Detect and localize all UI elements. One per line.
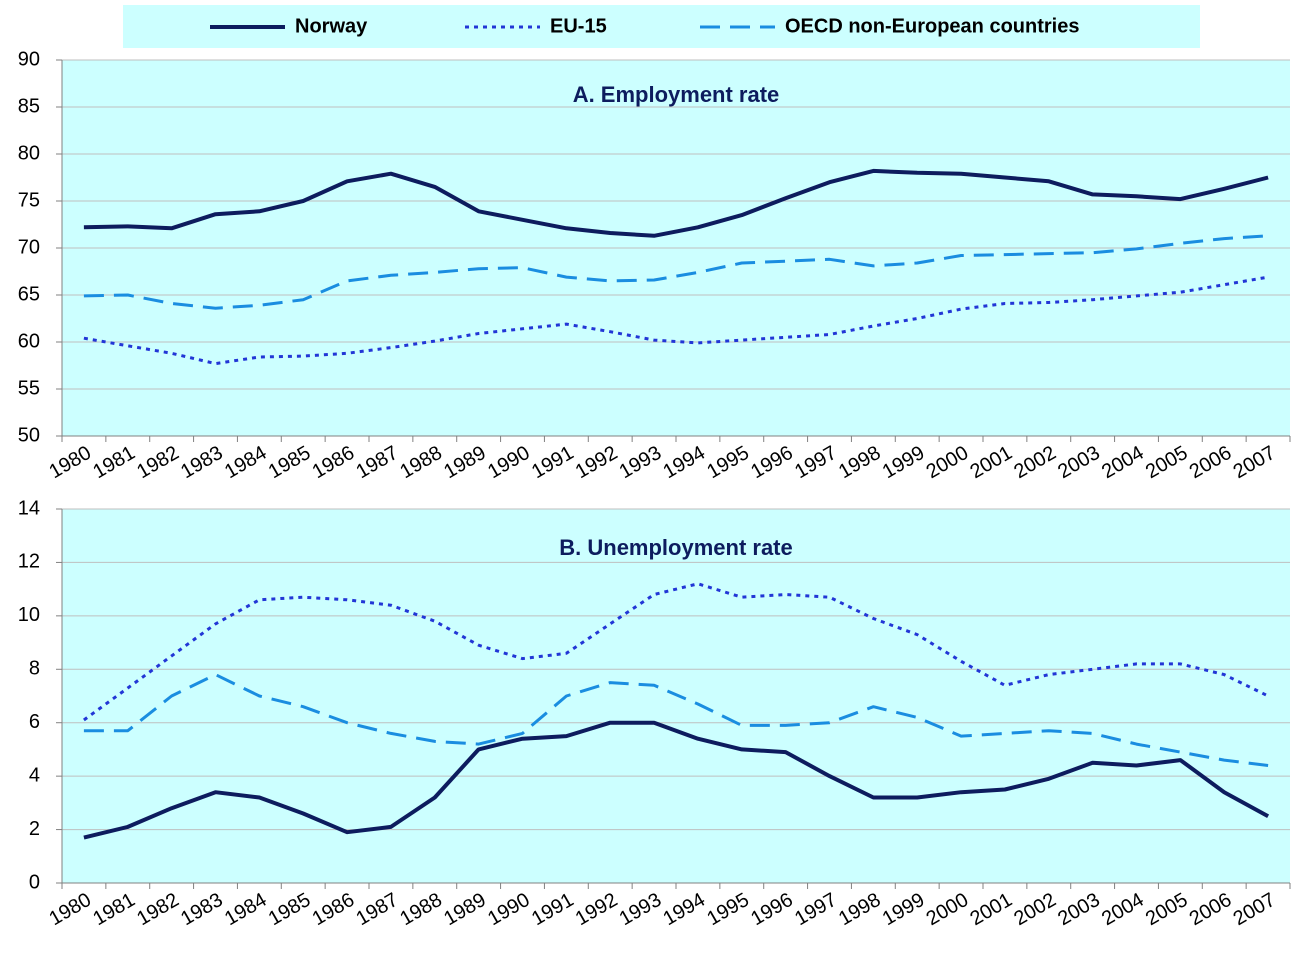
y-tick-label: 12 — [18, 551, 40, 573]
x-tick-label: 1998 — [835, 442, 885, 483]
series-line: OECD non-European countries — [83, 673, 1269, 767]
y-tick-label: 0 — [29, 871, 40, 893]
x-tick-label: 2006 — [1186, 889, 1236, 930]
series-line: Norway — [83, 720, 1270, 840]
y-tick-label: 6 — [29, 711, 40, 733]
x-tick-label: 1999 — [879, 889, 929, 930]
y-tick-label: 2 — [29, 818, 40, 840]
x-tick-label: 1992 — [572, 889, 622, 930]
y-tick-label: 50 — [18, 424, 40, 446]
x-tick-label: 2002 — [1010, 889, 1060, 930]
y-tick-label: 4 — [29, 764, 40, 786]
x-tick-label: 1985 — [265, 889, 315, 930]
legend-box — [123, 5, 1200, 48]
x-tick-label: 1982 — [133, 889, 183, 930]
series-line: OECD non-European countries — [83, 234, 1269, 310]
x-tick-label: 1988 — [396, 889, 446, 930]
x-tick-label: 1989 — [440, 889, 490, 930]
x-tick-label: 1981 — [89, 442, 139, 483]
series-line: EU-15 — [83, 582, 1269, 722]
x-tick-label: 1999 — [879, 442, 929, 483]
x-tick-label: 1998 — [835, 889, 885, 930]
x-tick-label: 1996 — [747, 889, 797, 930]
series-line: EU-15 — [83, 275, 1269, 366]
x-tick-label: 1989 — [440, 442, 490, 483]
x-tick-label: 1992 — [572, 442, 622, 483]
x-tick-label: 1990 — [484, 889, 534, 930]
x-tick-label: 1991 — [528, 442, 578, 483]
y-tick-label: 10 — [18, 604, 40, 626]
x-tick-label: 2001 — [967, 442, 1017, 483]
x-tick-label: 2000 — [923, 889, 973, 930]
x-tick-label: 1982 — [133, 442, 183, 483]
series-line: Norway — [83, 168, 1269, 238]
legend-label: EU-15 — [550, 15, 607, 37]
x-tick-label: 2003 — [1054, 442, 1104, 483]
x-tick-label: 1984 — [221, 442, 271, 483]
x-tick-label: 1997 — [791, 889, 841, 930]
x-tick-label: 1993 — [616, 889, 666, 930]
x-tick-label: 1986 — [309, 889, 359, 930]
x-tick-label: 1987 — [353, 442, 403, 483]
x-tick-label: 1995 — [703, 889, 753, 930]
x-tick-label: 2003 — [1054, 889, 1104, 930]
x-tick-label: 1985 — [265, 442, 315, 483]
chart-title: B. Unemployment rate — [559, 535, 793, 560]
x-tick-label: 2007 — [1230, 889, 1280, 930]
y-tick-label: 80 — [18, 142, 40, 164]
x-tick-label: 1981 — [89, 889, 139, 930]
x-tick-label: 2002 — [1010, 442, 1060, 483]
x-tick-label: 1996 — [747, 442, 797, 483]
x-tick-label: 2005 — [1142, 442, 1192, 483]
x-tick-label: 1994 — [660, 442, 710, 483]
x-tick-label: 2005 — [1142, 889, 1192, 930]
x-tick-label: 1983 — [177, 442, 227, 483]
y-tick-label: 65 — [18, 283, 40, 305]
y-tick-label: 70 — [18, 236, 40, 258]
legend-label: OECD non-European countries — [785, 15, 1079, 37]
y-tick-label: 60 — [18, 330, 40, 352]
x-tick-label: 2007 — [1230, 442, 1280, 483]
x-tick-label: 2004 — [1098, 442, 1148, 483]
y-tick-label: 8 — [29, 658, 40, 680]
x-tick-label: 1990 — [484, 442, 534, 483]
x-tick-label: 2001 — [967, 889, 1017, 930]
y-tick-label: 85 — [18, 95, 40, 117]
x-tick-label: 1986 — [309, 442, 359, 483]
x-tick-label: 1980 — [46, 889, 96, 930]
x-tick-label: 1995 — [703, 442, 753, 483]
x-tick-label: 1984 — [221, 889, 271, 930]
x-tick-label: 1994 — [660, 889, 710, 930]
x-tick-label: 1997 — [791, 442, 841, 483]
y-tick-label: 14 — [18, 497, 40, 519]
chart-title: A. Employment rate — [573, 82, 780, 107]
x-tick-label: 1991 — [528, 889, 578, 930]
y-tick-label: 90 — [18, 48, 40, 70]
x-tick-label: 1993 — [616, 442, 666, 483]
legend-label: Norway — [295, 15, 368, 37]
x-tick-label: 2000 — [923, 442, 973, 483]
x-tick-label: 1987 — [353, 889, 403, 930]
x-tick-label: 2004 — [1098, 889, 1148, 930]
y-tick-label: 75 — [18, 189, 40, 211]
y-tick-label: 55 — [18, 377, 40, 399]
x-tick-label: 1980 — [46, 442, 96, 483]
x-tick-label: 1988 — [396, 442, 446, 483]
x-tick-label: 1983 — [177, 889, 227, 930]
x-tick-label: 2006 — [1186, 442, 1236, 483]
